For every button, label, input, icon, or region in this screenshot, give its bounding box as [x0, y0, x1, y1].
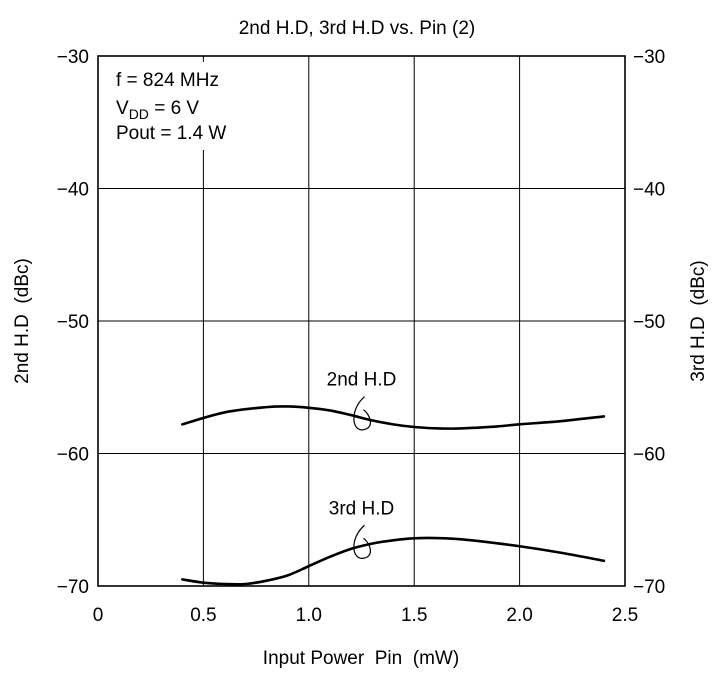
- x-tick-label: 1.0: [296, 605, 322, 626]
- condition-vdd: VDD = 6 V: [116, 98, 199, 122]
- series-annotation-label: 3rd H.D: [329, 498, 394, 519]
- x-axis-ticks: 0 0.5 1.0 1.5 2.0 2.5: [93, 605, 639, 626]
- y-tick-label-left: −60: [57, 445, 89, 466]
- x-tick-label: 1.5: [401, 605, 427, 626]
- y-axis-left-ticks: −30 −40 −50 −60 −70: [57, 47, 89, 598]
- annotations: 2nd H.D 3rd H.D: [327, 370, 397, 559]
- y-tick-label-right: −50: [633, 312, 665, 333]
- y-tick-label-left: −70: [57, 577, 89, 598]
- y-axis-right-ticks: −30 −40 −50 −60 −70: [633, 47, 665, 598]
- x-axis-label: Input Power Pin (mW): [263, 648, 459, 669]
- y-tick-label-left: −40: [57, 180, 89, 201]
- x-tick-label: 2.0: [506, 605, 532, 626]
- y-tick-label-left: −30: [57, 47, 89, 68]
- condition-vdd-sub: DD: [129, 106, 149, 122]
- conditions-background: [110, 62, 270, 150]
- series-line-3rd-hd: [181, 536, 606, 586]
- series-line-2nd-hd: [181, 405, 606, 430]
- y-tick-label-left: −50: [57, 312, 89, 333]
- y-axis-left-label: 2nd H.D (dBc): [12, 258, 33, 384]
- y-axis-right-label: 3rd H.D (dBc): [688, 260, 709, 381]
- grid: [98, 56, 625, 586]
- y-tick-label-right: −70: [633, 577, 665, 598]
- series-annotation-label: 2nd H.D: [327, 370, 397, 391]
- condition-vdd-suffix: = 6 V: [149, 98, 199, 119]
- y-tick-label-right: −60: [633, 445, 665, 466]
- condition-vdd-prefix: V: [116, 98, 129, 119]
- y-tick-label-right: −30: [633, 47, 665, 68]
- y-tick-label-right: −40: [633, 180, 665, 201]
- x-tick-label: 2.5: [612, 605, 638, 626]
- x-tick-label: 0.5: [190, 605, 216, 626]
- annotation-loop: [353, 524, 371, 559]
- condition-pout: Pout = 1.4 W: [116, 123, 226, 144]
- chart-title: 2nd H.D, 3rd H.D vs. Pin (2): [239, 18, 476, 39]
- series-group: [181, 405, 606, 586]
- conditions-box: f = 824 MHz VDD = 6 V Pout = 1.4 W: [110, 62, 270, 150]
- plot-frame: [97, 55, 626, 587]
- annotation-loop: [353, 396, 371, 431]
- condition-frequency: f = 824 MHz: [116, 70, 219, 91]
- x-tick-label: 0: [93, 605, 104, 626]
